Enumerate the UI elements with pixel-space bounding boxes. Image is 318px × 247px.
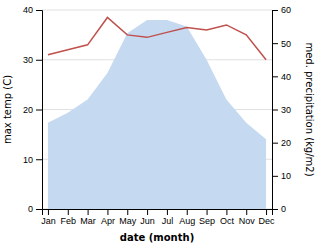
marks <box>48 17 266 209</box>
axis-line <box>273 11 279 210</box>
tick-mark <box>272 143 278 144</box>
tick-label: Jul <box>162 216 174 226</box>
x-axis-title: date (month) <box>120 232 194 243</box>
tick-mark <box>48 209 49 215</box>
tick-mark <box>272 176 278 177</box>
tick-mark <box>36 209 42 210</box>
tick: Apr <box>101 209 115 226</box>
tick: 50 <box>272 39 291 49</box>
tick-mark <box>266 209 267 215</box>
tick-mark <box>167 209 168 215</box>
tick-mark <box>36 10 42 11</box>
tick: Mar <box>80 209 96 226</box>
tick-label: 10 <box>23 155 33 165</box>
tick: 20 <box>272 138 291 148</box>
chart: Jan FebMar Apr MayJun Jul Aug Sep Oct NovDec 0 10 2… <box>0 0 318 247</box>
grid-line <box>42 10 272 11</box>
tick-mark <box>68 209 69 215</box>
tick-mark <box>147 209 148 215</box>
tick-mark <box>88 209 89 215</box>
tick-mark <box>36 60 42 61</box>
tick-mark <box>272 110 278 111</box>
y2-axis-title: med. precipitation (kg/m2) <box>304 42 315 176</box>
tick-label: Apr <box>101 216 115 226</box>
y-axis: 0 10 20 30 40 <box>23 5 43 214</box>
tick-mark <box>272 76 278 77</box>
tick-label: Jun <box>140 216 155 226</box>
tick: 30 <box>23 55 42 65</box>
tick: Feb <box>61 209 77 226</box>
tick-label: 0 <box>28 204 33 214</box>
tick: Sep <box>199 209 215 226</box>
tick-label: Oct <box>220 216 235 226</box>
line <box>48 17 266 59</box>
axis-line <box>36 11 43 210</box>
tick-label: Nov <box>239 216 256 226</box>
tick-mark <box>272 43 278 44</box>
tick: Oct <box>220 209 235 226</box>
tick: 0 <box>272 204 286 214</box>
tick: Jul <box>162 209 174 226</box>
area <box>48 20 266 209</box>
y2-axis: 0 10 20 30 40 50 60 <box>272 5 291 214</box>
tick-label: 20 <box>23 105 33 115</box>
tick: Dec <box>259 209 276 226</box>
tick-label: May <box>119 216 137 226</box>
tick-mark <box>272 209 278 210</box>
tick-mark <box>272 10 278 11</box>
tick-label: 50 <box>281 39 291 49</box>
tick: 60 <box>272 5 291 15</box>
tick-label: Dec <box>259 216 276 226</box>
tick: 10 <box>23 155 42 165</box>
plot: Jan FebMar Apr MayJun Jul Aug Sep Oct NovDec 0 10 2… <box>23 5 291 226</box>
tick: Jan <box>41 209 56 226</box>
tick-mark <box>127 209 128 215</box>
tick: 20 <box>23 105 42 115</box>
tick: Nov <box>239 209 256 226</box>
y-axis-title: max temp (C) <box>2 75 13 144</box>
tick-mark <box>36 159 42 160</box>
tick-label: 30 <box>23 55 33 65</box>
axis-line <box>43 210 273 216</box>
tick-label: 40 <box>281 72 291 82</box>
grid <box>42 10 272 209</box>
tick-label: 60 <box>281 5 291 15</box>
tick: Jun <box>140 209 155 226</box>
tick: 0 <box>28 204 42 214</box>
tick-label: Sep <box>199 216 215 226</box>
tick-label: Mar <box>80 216 96 226</box>
tick-mark <box>207 209 208 215</box>
x-axis: Jan FebMar Apr MayJun Jul Aug Sep Oct NovDec <box>41 209 275 226</box>
tick-label: 30 <box>281 105 291 115</box>
tick: May <box>119 209 137 226</box>
tick: 40 <box>272 72 291 82</box>
tick-label: 10 <box>281 171 291 181</box>
tick-mark <box>226 209 227 215</box>
tick-mark <box>36 110 42 111</box>
tick-mark <box>107 209 108 215</box>
tick-label: 0 <box>281 204 286 214</box>
tick: Aug <box>179 209 195 226</box>
tick: 40 <box>23 5 42 15</box>
tick-mark <box>246 209 247 215</box>
tick-label: Jan <box>41 216 56 226</box>
tick-label: Feb <box>61 216 77 226</box>
tick: 10 <box>272 171 291 181</box>
tick-label: Aug <box>179 216 195 226</box>
tick-label: 40 <box>23 5 33 15</box>
tick: 30 <box>272 105 291 115</box>
tick-label: 20 <box>281 138 291 148</box>
tick-mark <box>187 209 188 215</box>
